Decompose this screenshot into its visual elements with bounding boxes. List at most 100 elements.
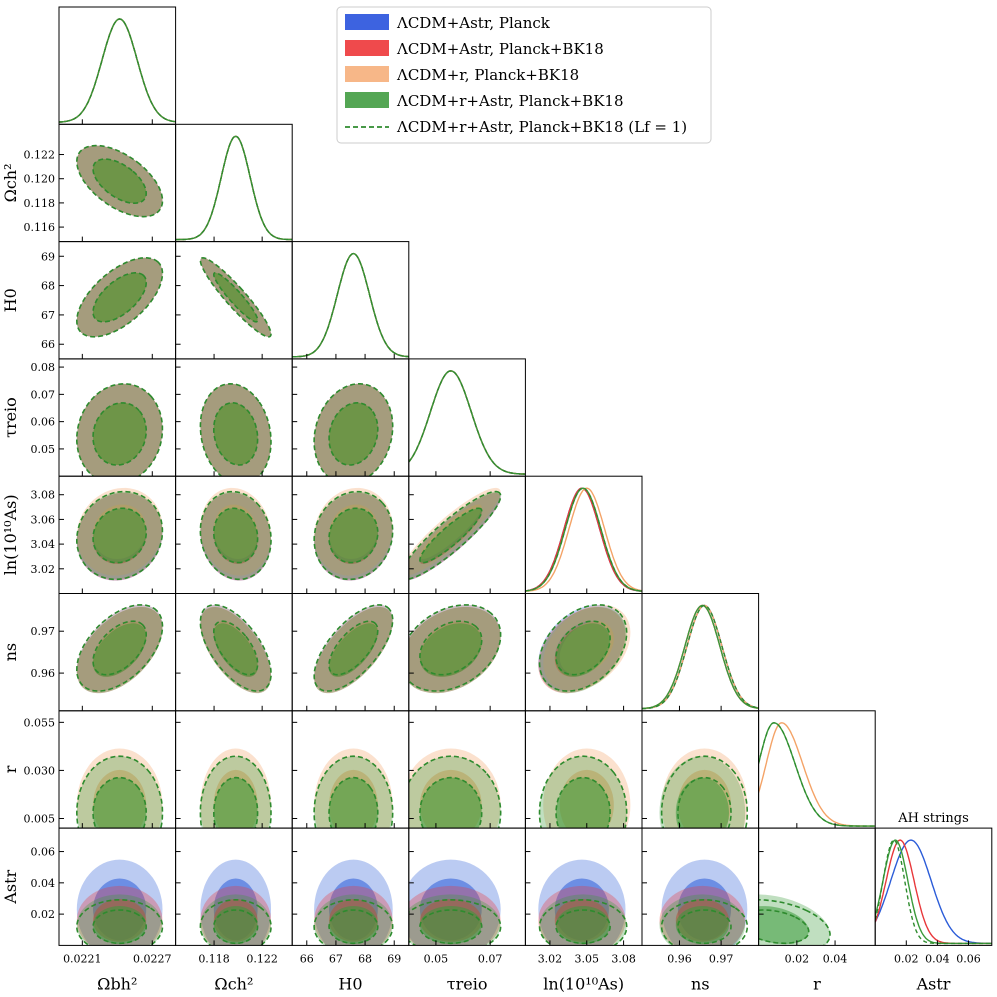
- panel-Astr-vs-omegac: [199, 859, 272, 946]
- y-axis-label-Astr: Astr: [1, 869, 20, 904]
- contour-dashed-0: [313, 382, 394, 477]
- legend-swatch-3: [345, 92, 389, 108]
- panel-ns-vs-H0: [313, 604, 394, 694]
- contour-dashed-0: [538, 898, 628, 946]
- marginal-line-series-4: [525, 487, 643, 592]
- marginal-line-series-4: [292, 252, 409, 358]
- y-tick-label: 0.122: [24, 149, 56, 162]
- marginal-line-series-1: [525, 487, 643, 592]
- legend-swatch-1: [345, 40, 389, 56]
- y-tick-label: 68: [41, 280, 55, 293]
- marginal-line-series-4: [175, 135, 293, 241]
- y-tick-label: 67: [41, 309, 55, 322]
- marginal-line-series-4: [758, 722, 876, 827]
- panel-lnAs-vs-omegac: [199, 487, 272, 581]
- contour-dashed-1: [92, 158, 148, 205]
- y-tick-label: 0.116: [24, 221, 56, 234]
- y-tick-label: 0.030: [24, 764, 56, 777]
- marginal-line-series-0: [875, 839, 992, 945]
- panel-r-vs-omegac: [199, 748, 272, 829]
- marginal-line-series-4: [642, 604, 759, 710]
- marginal-line-series-3: [59, 18, 176, 123]
- legend-label-0: ΛCDM+Astr, Planck: [396, 14, 551, 32]
- x-axis-label-omegab: Ωbh²: [97, 974, 137, 993]
- legend-swatch-0: [345, 14, 389, 30]
- contour-68-series-3: [213, 906, 258, 945]
- contour-dashed-1: [213, 507, 259, 564]
- marginal-line-series-1: [59, 18, 176, 123]
- contour-dashed-1: [555, 620, 611, 676]
- marginal-line-series-4: [875, 839, 992, 945]
- marginal-line-series-3: [292, 252, 409, 358]
- contour-dashed-0: [75, 144, 164, 218]
- x-tick-label: 0.06: [956, 952, 981, 965]
- contour-dashed-0: [199, 256, 272, 338]
- marginal-omegac: [175, 135, 293, 241]
- contour-dashed-0: [538, 755, 628, 829]
- x-tick-label: 0.0221: [63, 952, 102, 965]
- contour-68-series-3: [329, 508, 378, 563]
- contour-68-series-3: [93, 272, 147, 322]
- y-tick-label: 0.055: [24, 716, 56, 729]
- y-tick-label: 0.05: [31, 443, 56, 456]
- contour-68-series-3: [556, 623, 611, 677]
- panel-omegac-vs-omegab: [75, 144, 164, 218]
- contour-68-series-3: [93, 159, 147, 204]
- marginal-line-series-3: [642, 604, 759, 710]
- contour-dashed-1: [213, 401, 259, 466]
- x-tick-label: 0.07: [478, 952, 503, 965]
- legend-swatch-2: [345, 66, 389, 82]
- contour-68-series-3: [556, 906, 611, 945]
- contour-dashed-0: [76, 383, 164, 477]
- y-tick-label: 3.06: [31, 513, 56, 526]
- marginal-line-series-2: [175, 135, 293, 241]
- y-tick-label: 0.02: [31, 908, 56, 921]
- panel-frame: [524, 475, 643, 595]
- contour-dashed-1: [419, 776, 483, 829]
- panel-r-vs-tau: [408, 748, 502, 829]
- contour-dashed-0: [408, 604, 502, 692]
- marginal-r: [758, 722, 876, 827]
- y-tick-label: 0.120: [24, 173, 56, 186]
- x-axis-label-lnAs: ln(10¹⁰As): [543, 974, 624, 993]
- marginal-line-series-1: [875, 839, 992, 945]
- contour-dashed-0: [538, 604, 628, 692]
- panel-frame: [408, 358, 526, 477]
- y-tick-label: 0.07: [31, 388, 56, 401]
- legend-label-1: ΛCDM+Astr, Planck+BK18: [396, 40, 604, 58]
- contour-dashed-0: [75, 604, 164, 692]
- y-tick-label: 0.97: [31, 625, 56, 638]
- contour-dashed-0: [76, 490, 164, 581]
- astr-title: AH strings: [897, 811, 969, 826]
- panel-r-vs-lnAs: [538, 748, 631, 829]
- contour-68-series-3: [675, 906, 729, 945]
- y-tick-label: 69: [41, 250, 55, 263]
- marginal-line-series-4: [59, 18, 176, 123]
- x-tick-label: 0.02: [785, 952, 810, 965]
- x-tick-label: 0.0227: [133, 952, 172, 965]
- y-tick-label: 0.96: [31, 667, 56, 680]
- x-tick-label: 69: [387, 952, 401, 965]
- contour-68-series-3: [329, 623, 378, 677]
- marginal-line-series-0: [59, 18, 176, 123]
- x-axis-label-r: r: [813, 974, 821, 993]
- panel-r-vs-ns: [659, 748, 749, 829]
- x-axis-label-H0: H0: [338, 974, 362, 993]
- contour-dashed-1: [555, 909, 611, 945]
- x-tick-label: 0.122: [246, 952, 278, 965]
- y-tick-label: 66: [41, 338, 55, 351]
- panel-Astr-vs-ns: [659, 859, 749, 946]
- legend-box: [336, 6, 712, 144]
- y-axis-label-lnAs: ln(10¹⁰As): [1, 494, 20, 575]
- contour-68-series-3: [93, 508, 147, 563]
- panel-lnAs-vs-H0: [313, 487, 394, 581]
- contour-dashed-0: [199, 382, 272, 477]
- marginal-line-series-1: [292, 252, 409, 358]
- panel-ns-vs-lnAs: [538, 604, 631, 694]
- marginal-omegab: [59, 18, 176, 123]
- panel-H0-vs-omegac: [199, 256, 272, 338]
- contour-dashed-0: [660, 898, 749, 946]
- panel-Astr-vs-H0: [313, 859, 394, 946]
- panel-frame: [58, 6, 177, 125]
